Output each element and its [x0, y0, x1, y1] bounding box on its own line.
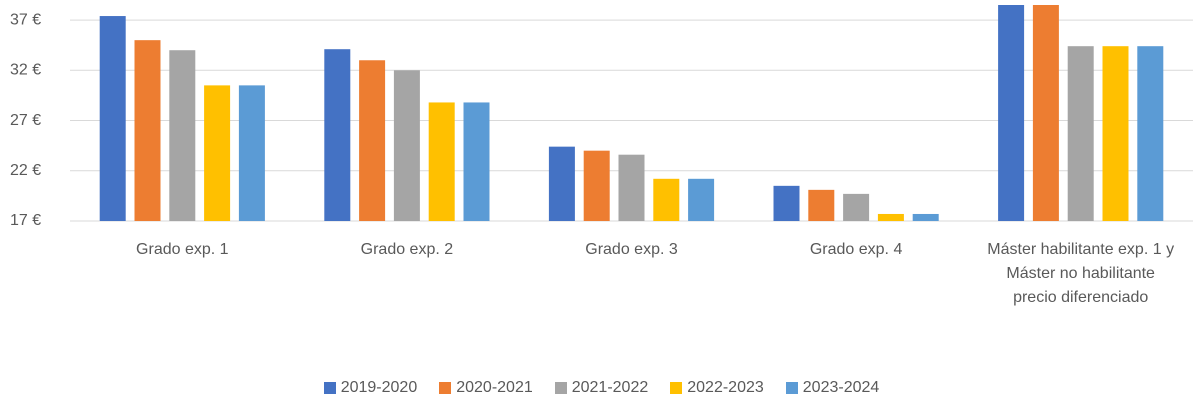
- bar: [912, 213, 939, 221]
- bar: [169, 50, 196, 221]
- bar: [1137, 46, 1164, 221]
- legend-item: 2022-2023: [670, 379, 764, 397]
- bar: [359, 60, 386, 221]
- legend-label: 2021-2022: [571, 379, 649, 396]
- legend: 2019-2020 2020-2021 2021-2022 2022-2023 2023…: [0, 379, 1203, 397]
- bar: [428, 102, 455, 221]
- x-tick-label: Máster habilitante exp. 1 y Máster no ha…: [987, 241, 1175, 306]
- bar: [653, 178, 680, 221]
- bar: [688, 178, 715, 221]
- legend-swatch: [670, 382, 683, 394]
- bar: [808, 189, 835, 221]
- x-tick-label: Grado exp. 1: [136, 241, 229, 258]
- legend-label: 2022-2023: [687, 379, 764, 396]
- bar: [998, 5, 1025, 221]
- y-tick-label: 27 €: [10, 112, 41, 129]
- legend-swatch: [785, 382, 798, 394]
- legend-swatch: [554, 382, 567, 394]
- legend-label: 2020-2021: [456, 379, 533, 396]
- legend-item: 2021-2022: [554, 379, 649, 397]
- bar: [393, 70, 420, 221]
- legend-item: 2023-2024: [785, 379, 880, 397]
- legend-item: 2020-2021: [439, 379, 533, 397]
- bar: [99, 16, 126, 221]
- y-tick-label: 17 €: [10, 212, 41, 229]
- bar: [548, 146, 575, 221]
- legend-label: 2023-2024: [802, 379, 880, 396]
- bar: [877, 213, 904, 221]
- legend-swatch: [323, 382, 336, 394]
- x-tick-label: Grado exp. 2: [360, 241, 454, 258]
- bar: [204, 85, 231, 221]
- bar: [1067, 46, 1094, 221]
- bar: [238, 85, 265, 221]
- bar: [618, 154, 645, 221]
- legend-label: 2019-2020: [340, 379, 418, 396]
- bar: [843, 193, 870, 221]
- bar: [324, 49, 351, 221]
- bar: [1102, 46, 1129, 221]
- bar: [1032, 5, 1059, 221]
- x-tick-label: Grado exp. 3: [585, 241, 678, 258]
- bar: [463, 102, 490, 221]
- x-tick-label: Grado exp. 4: [809, 241, 903, 258]
- y-tick-label: 32 €: [10, 62, 41, 79]
- bar: [773, 185, 800, 221]
- y-tick-label: 22 €: [10, 162, 41, 179]
- bar: [583, 150, 610, 221]
- bar: [134, 40, 161, 221]
- y-tick-label: 37 €: [10, 11, 41, 28]
- legend-item: 2019-2020: [323, 379, 418, 397]
- legend-swatch: [439, 382, 452, 394]
